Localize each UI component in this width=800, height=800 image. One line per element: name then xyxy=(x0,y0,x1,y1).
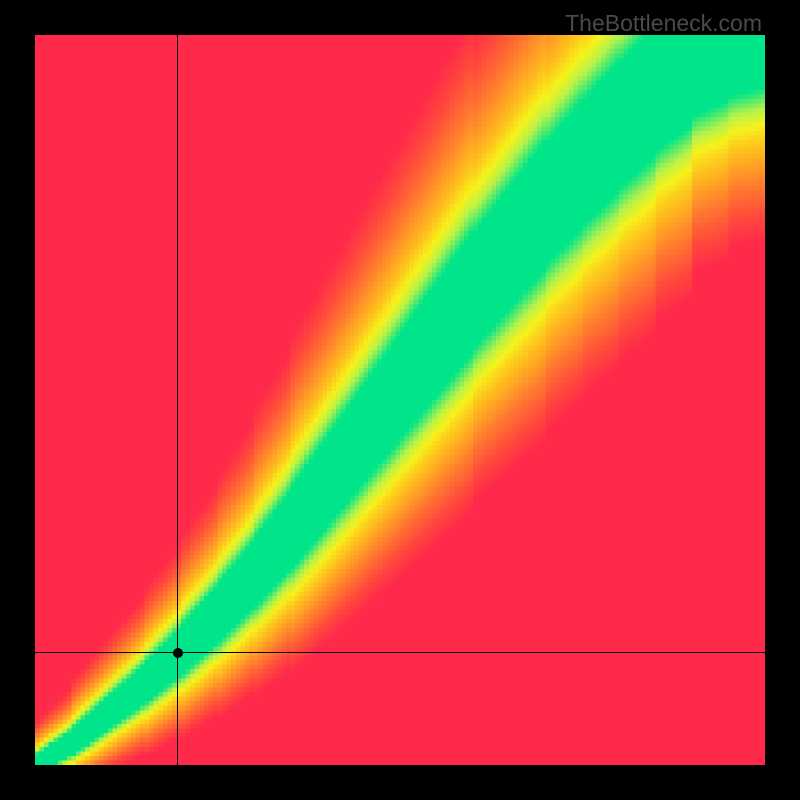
chart-frame: TheBottleneck.com xyxy=(0,0,800,800)
crosshair-marker-dot xyxy=(173,648,183,658)
crosshair-horizontal-line xyxy=(35,652,765,653)
heatmap-canvas xyxy=(35,35,765,765)
heatmap-plot-area xyxy=(35,35,765,765)
watermark-text: TheBottleneck.com xyxy=(565,10,762,37)
